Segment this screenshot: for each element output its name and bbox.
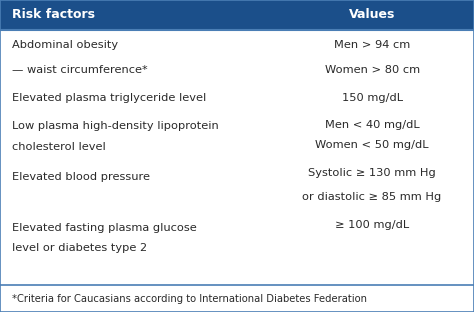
Text: Systolic ≥ 130 mm Hg: Systolic ≥ 130 mm Hg: [308, 168, 436, 178]
Text: Women > 80 cm: Women > 80 cm: [325, 65, 419, 75]
Text: — waist circumference*: — waist circumference*: [12, 65, 147, 75]
FancyBboxPatch shape: [0, 30, 474, 285]
Text: Men > 94 cm: Men > 94 cm: [334, 40, 410, 50]
Text: Risk factors: Risk factors: [12, 8, 95, 21]
Text: Women < 50 mg/dL: Women < 50 mg/dL: [315, 140, 429, 150]
Text: level or diabetes type 2: level or diabetes type 2: [12, 243, 147, 253]
Text: *Criteria for Caucasians according to International Diabetes Federation: *Criteria for Caucasians according to In…: [12, 294, 367, 304]
Text: Abdominal obesity: Abdominal obesity: [12, 40, 118, 50]
FancyBboxPatch shape: [0, 0, 474, 30]
Text: Elevated fasting plasma glucose: Elevated fasting plasma glucose: [12, 223, 197, 233]
Text: ≥ 100 mg/dL: ≥ 100 mg/dL: [335, 220, 409, 230]
Text: Elevated plasma triglyceride level: Elevated plasma triglyceride level: [12, 93, 206, 103]
Text: cholesterol level: cholesterol level: [12, 142, 106, 152]
Text: Men < 40 mg/dL: Men < 40 mg/dL: [325, 120, 419, 130]
Text: Elevated blood pressure: Elevated blood pressure: [12, 172, 150, 182]
Text: Values: Values: [349, 8, 395, 21]
Text: 150 mg/dL: 150 mg/dL: [342, 93, 402, 103]
Text: Low plasma high-density lipoprotein: Low plasma high-density lipoprotein: [12, 121, 219, 131]
Text: or diastolic ≥ 85 mm Hg: or diastolic ≥ 85 mm Hg: [302, 192, 442, 202]
